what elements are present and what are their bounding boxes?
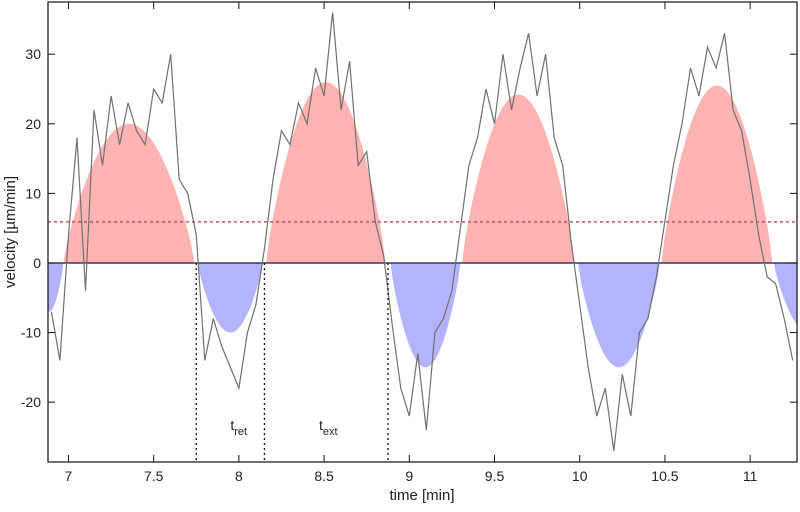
- x-tick-label: 8: [235, 468, 243, 484]
- x-tick-label: 8.5: [314, 468, 334, 484]
- retraction-hump: [197, 262, 263, 333]
- x-tick-label: 10: [572, 468, 588, 484]
- extension-hump: [63, 123, 195, 263]
- x-axis-label: time [min]: [389, 487, 454, 504]
- plot-frame: [47, 1, 798, 463]
- extension-hump: [661, 85, 773, 263]
- y-tick-label: 30: [25, 46, 41, 62]
- x-tick-label: 7: [65, 468, 73, 484]
- plot-area: [48, 12, 797, 451]
- y-tick-label: 10: [25, 185, 41, 201]
- extension-hump: [266, 82, 386, 263]
- phase-duration-label: tret: [230, 417, 247, 438]
- retraction-hump: [773, 262, 797, 325]
- y-axis-label: velocity [µm/min]: [2, 176, 19, 288]
- raw-velocity-line: [50, 12, 794, 451]
- retraction-hump: [390, 262, 461, 368]
- y-tick-label: 0: [33, 255, 41, 271]
- x-tick-label: 7.5: [144, 468, 164, 484]
- x-tick-label: 9.5: [485, 468, 505, 484]
- x-tick-label: 9: [405, 468, 413, 484]
- x-tick-label: 11: [743, 468, 758, 484]
- y-tick-label: -20: [21, 394, 41, 410]
- retraction-hump: [578, 262, 660, 368]
- x-tick-label: 10.5: [651, 468, 678, 484]
- phase-duration-label: text: [319, 417, 338, 438]
- extension-hump: [462, 94, 575, 263]
- retraction-hump: [48, 262, 64, 312]
- axes: tret text 7 7.5 8 8.5 9 9.5 10 10.5 11 -20 -10 0 10 20 3…: [21, 1, 798, 484]
- y-tick-label: -10: [21, 325, 41, 341]
- y-tick-label: 20: [25, 116, 41, 132]
